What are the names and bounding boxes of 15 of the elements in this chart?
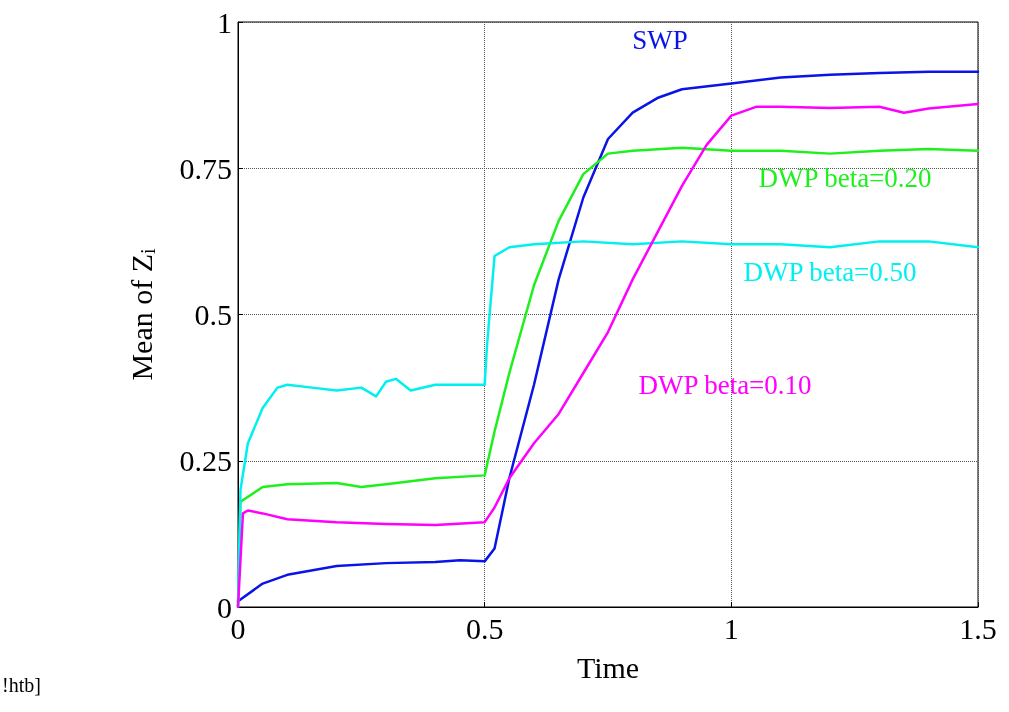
y-tick-label: 1 xyxy=(217,5,232,39)
x-tick-label: 0.5 xyxy=(465,611,504,645)
y-tick-label: 0 xyxy=(217,590,232,624)
series-label: DWP beta=0.20 xyxy=(758,163,932,193)
y-tick-label: 0.5 xyxy=(194,298,232,331)
x-tick-label: 1.5 xyxy=(959,611,997,645)
series-label: DWP beta=0.50 xyxy=(743,257,917,287)
y-axis-title: Mean of Zi xyxy=(124,247,159,381)
y-tick-label: 0.75 xyxy=(179,151,232,185)
text: !htb] xyxy=(2,674,41,696)
y-tick-label: 0.25 xyxy=(179,444,232,478)
series-label: DWP beta=0.10 xyxy=(638,370,812,400)
series-label: SWP xyxy=(632,25,688,55)
x-axis-title: Time xyxy=(576,650,640,684)
x-tick-label: 1 xyxy=(723,611,739,645)
